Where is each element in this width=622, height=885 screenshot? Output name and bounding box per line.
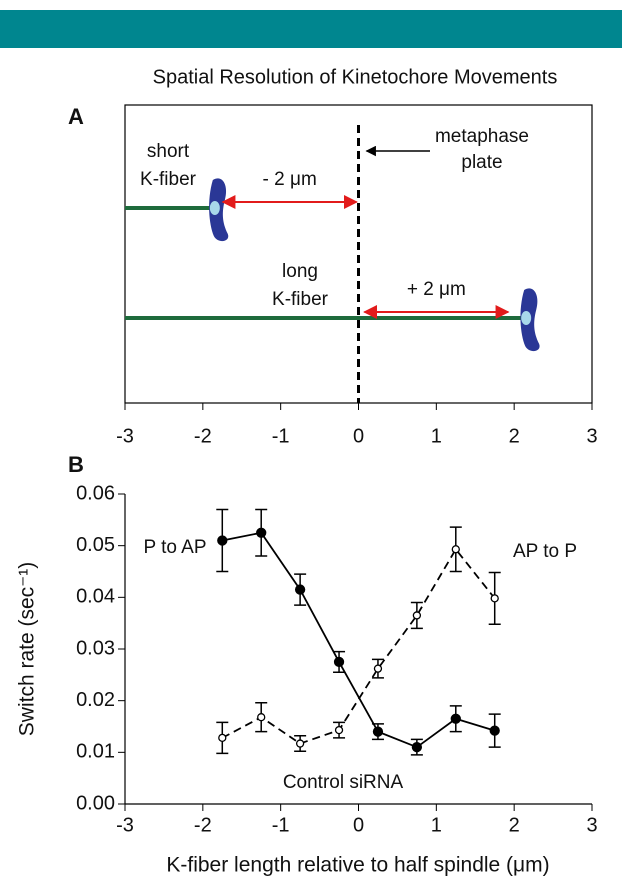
data-point xyxy=(334,725,344,735)
y-tick-label: 0.05 xyxy=(76,534,115,556)
x-tick-label: -2 xyxy=(194,425,212,447)
x-tick-label: 2 xyxy=(509,814,520,836)
data-point xyxy=(333,656,345,668)
panel-title: Spatial Resolution of Kinetochore Moveme… xyxy=(153,66,558,88)
distance-label: - 2 μm xyxy=(263,169,317,190)
fiber-label: K-fiber xyxy=(272,289,329,310)
data-point xyxy=(257,713,266,722)
x-tick-label: 1 xyxy=(431,425,442,447)
plate-label: plate xyxy=(461,152,502,173)
annotation: Control siRNA xyxy=(283,772,404,793)
data-point xyxy=(256,527,267,538)
panel-label: B xyxy=(68,452,84,477)
x-tick-label: 0 xyxy=(353,814,364,836)
y-tick-label: 0.01 xyxy=(76,741,115,763)
plate-label: metaphase xyxy=(435,126,529,147)
x-tick-label: -3 xyxy=(116,425,134,447)
y-tick-label: 0.02 xyxy=(76,689,115,711)
data-point xyxy=(450,713,461,724)
distance-label: + 2 μm xyxy=(407,279,466,300)
x-tick-label: 3 xyxy=(586,425,597,447)
series-label: P to AP xyxy=(143,537,206,558)
x-tick-label: 1 xyxy=(431,814,442,836)
x-tick-label: -3 xyxy=(116,814,134,836)
data-point xyxy=(373,664,383,673)
x-axis-label: K-fiber length relative to half spindle … xyxy=(166,854,549,877)
fiber-label: long xyxy=(282,261,318,282)
y-tick-label: 0.04 xyxy=(76,586,115,608)
x-tick-label: 3 xyxy=(586,814,597,836)
data-point xyxy=(294,584,306,595)
y-axis-label: Switch rate (sec⁻¹) xyxy=(16,562,39,736)
series-label: AP to P xyxy=(513,541,577,562)
header-banner xyxy=(0,10,622,48)
x-tick-label: -1 xyxy=(272,425,290,447)
series-line xyxy=(222,531,495,749)
panel-label: A xyxy=(68,104,84,129)
y-tick-label: 0.06 xyxy=(76,482,115,504)
data-point xyxy=(411,742,423,753)
y-tick-label: 0.03 xyxy=(76,637,115,659)
x-tick-label: 0 xyxy=(353,425,364,447)
kinetochore-center xyxy=(209,201,220,215)
data-point xyxy=(490,594,499,603)
x-tick-label: 2 xyxy=(509,425,520,447)
data-point xyxy=(217,535,228,546)
panel-frame xyxy=(124,104,593,404)
data-point xyxy=(295,739,305,748)
fiber-label: K-fiber xyxy=(140,169,197,190)
data-point xyxy=(489,725,500,736)
data-point xyxy=(412,611,422,620)
y-tick-label: 0.00 xyxy=(76,792,115,814)
kinetochore-center xyxy=(521,311,532,325)
x-tick-label: -1 xyxy=(272,814,290,836)
data-point xyxy=(218,733,227,743)
x-tick-label: -2 xyxy=(194,814,212,836)
data-point xyxy=(451,545,460,554)
fiber-label: short xyxy=(147,141,190,162)
data-point xyxy=(372,726,384,737)
